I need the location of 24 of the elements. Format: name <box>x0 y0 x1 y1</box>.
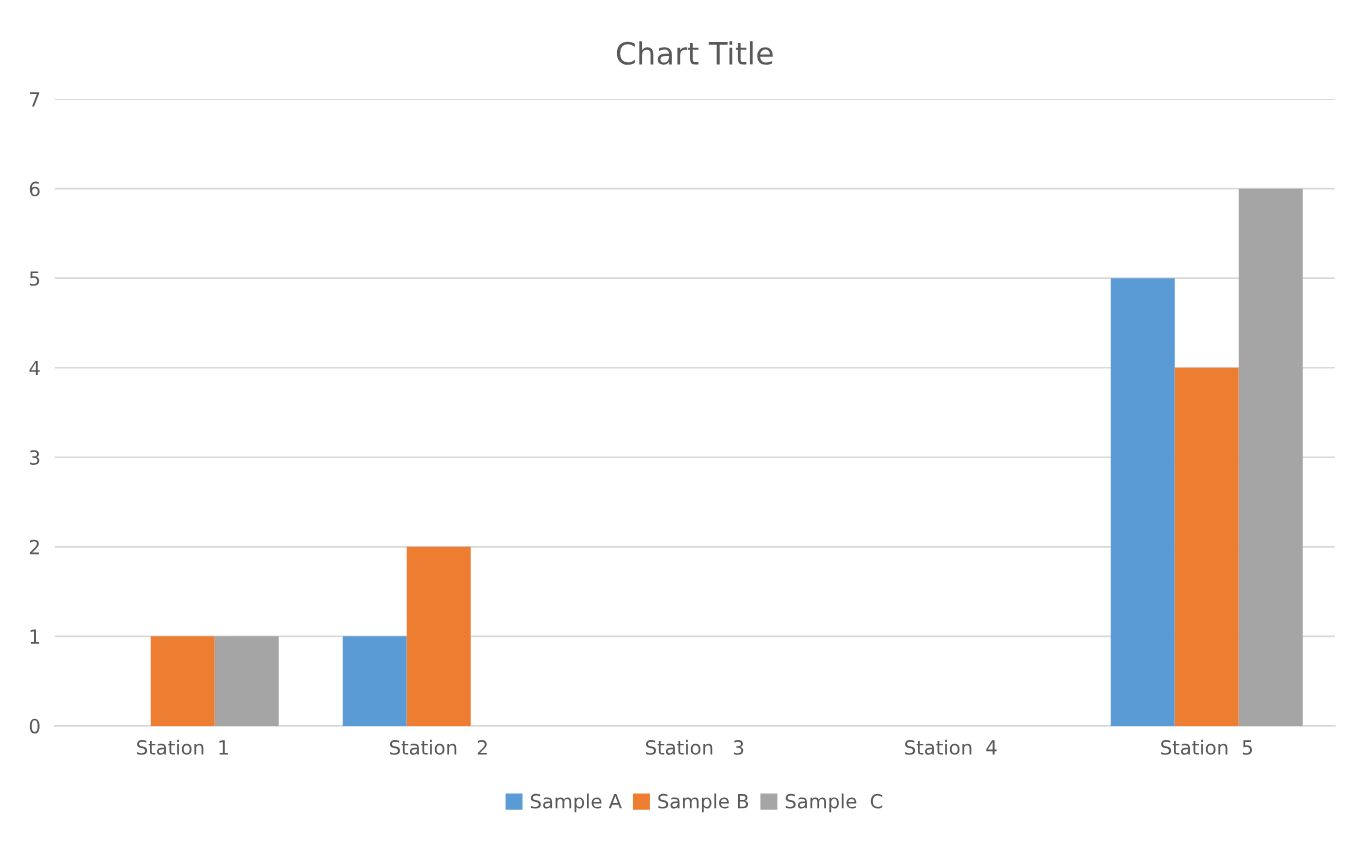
bar <box>214 636 279 726</box>
bar <box>406 546 471 726</box>
y-tick-label: 2 <box>29 539 39 555</box>
y-tick-label: 3 <box>29 450 40 465</box>
x-tick-label: Station 2 <box>390 739 487 755</box>
y-tick-label: 4 <box>29 360 40 376</box>
bar <box>1238 188 1303 726</box>
chart-title: Chart Title <box>616 41 773 65</box>
legend-label: Sample A <box>530 793 622 813</box>
y-tick-label: 7 <box>30 92 40 107</box>
x-tick-label: Station 3 <box>646 739 744 755</box>
y-tick-label: 1 <box>30 629 40 644</box>
bar <box>1174 367 1239 726</box>
bar <box>342 636 407 726</box>
x-tick-label: Station 1 <box>137 739 228 755</box>
bar <box>150 636 215 726</box>
y-tick-label: 5 <box>30 271 40 286</box>
x-tick-label: Station 4 <box>905 739 997 755</box>
bar <box>1110 278 1175 726</box>
legend-label: Sample C <box>785 793 883 813</box>
y-tick-label: 0 <box>29 718 40 734</box>
x-tick-label: Station 5 <box>1161 739 1253 755</box>
legend-label: Sample B <box>658 793 749 813</box>
y-tick-label: 6 <box>29 181 40 197</box>
